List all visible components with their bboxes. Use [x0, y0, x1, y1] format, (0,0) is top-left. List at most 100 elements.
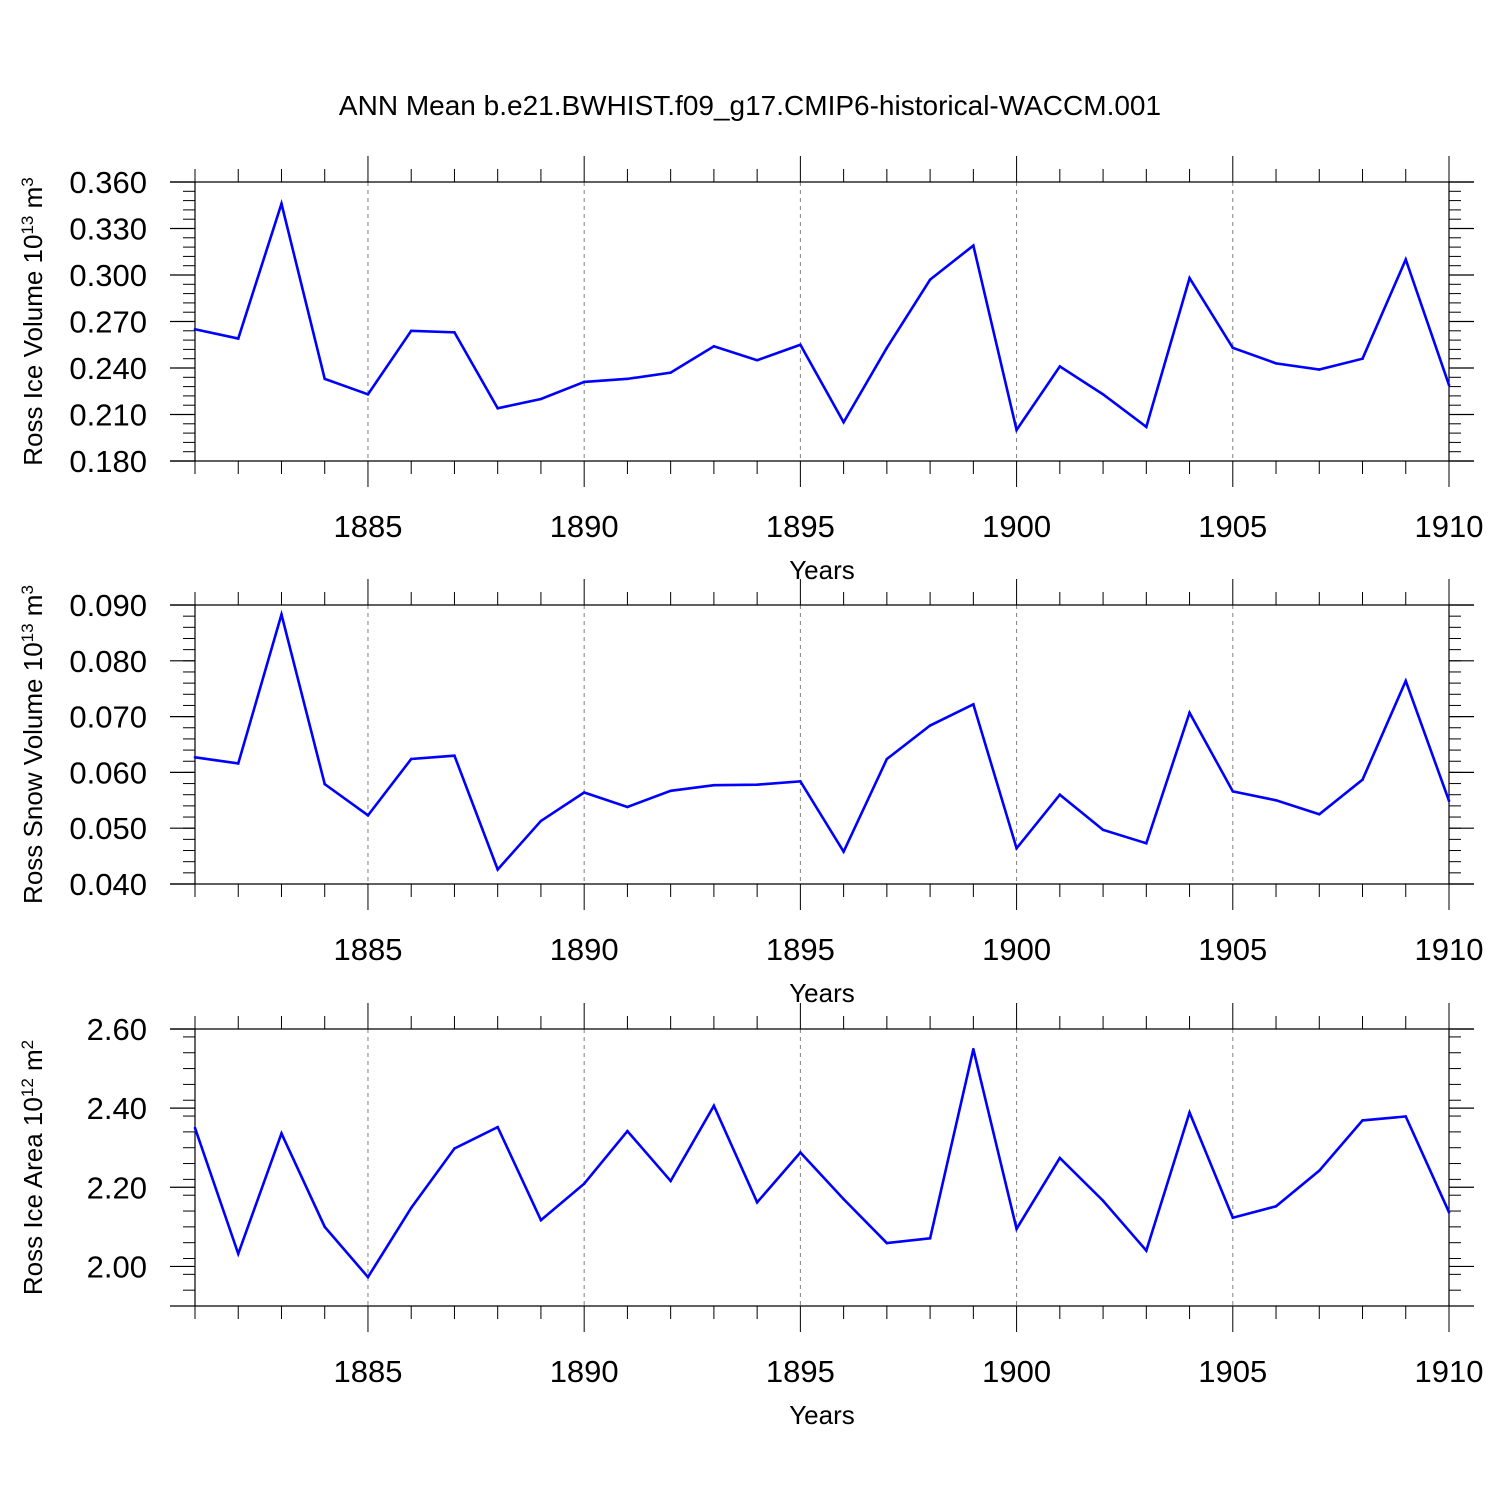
data-point	[928, 724, 932, 727]
data-point	[366, 814, 370, 817]
y-tick-label: 0.080	[69, 644, 147, 679]
data-point	[1404, 679, 1408, 683]
data-point	[626, 1129, 629, 1133]
series-line	[194, 198, 1451, 434]
data-point	[323, 782, 327, 786]
data-point	[1231, 346, 1235, 350]
data-point	[582, 791, 586, 794]
data-point	[1145, 425, 1148, 429]
x-tick-label: 1885	[333, 932, 402, 967]
data-point	[669, 1179, 672, 1183]
data-point	[1231, 1216, 1235, 1220]
data-point	[1447, 383, 1451, 387]
data-point	[1101, 393, 1105, 396]
data-point	[582, 380, 586, 384]
data-point	[799, 343, 802, 347]
x-tick-label: 1890	[550, 509, 619, 544]
data-point	[1058, 1156, 1062, 1160]
data-point	[972, 703, 975, 706]
data-point	[972, 1047, 975, 1051]
data-point	[755, 783, 759, 786]
chart-panel-1: 0.180 0.210 0.240 0.270 0.300 0.330 0.360 1885 1…	[18, 156, 1484, 585]
data-point	[1145, 1249, 1148, 1252]
data-point	[842, 420, 845, 424]
y-axis-label: Ross Ice Area 1012 m2	[18, 1040, 49, 1295]
y-tick-label: 0.060	[69, 755, 147, 790]
data-point	[539, 397, 543, 401]
data-point	[928, 1237, 932, 1240]
y-tick-label: 0.090	[69, 588, 147, 623]
y-axis-label: Ross Snow Volume 1013 m3	[18, 585, 49, 904]
x-tick-label: 1890	[550, 932, 619, 967]
x-tick-label: 1895	[766, 1354, 835, 1389]
x-tick-label: 1910	[1415, 1354, 1484, 1389]
data-point	[1447, 799, 1451, 803]
x-tick-label: 1905	[1198, 509, 1267, 544]
data-point	[236, 762, 240, 765]
y-tick-label: 0.300	[69, 258, 147, 293]
data-point	[626, 805, 629, 809]
data-point	[1015, 846, 1018, 850]
data-point	[409, 757, 413, 761]
x-tick-label: 1905	[1198, 1354, 1267, 1389]
y-tick-label: 2.00	[87, 1249, 147, 1284]
data-point	[1361, 1119, 1364, 1122]
x-tick-label: 1905	[1198, 932, 1267, 967]
x-axis-label: Years	[789, 1400, 855, 1430]
x-tick-label: 1885	[333, 1354, 402, 1389]
series-line	[193, 1048, 1451, 1280]
data-point	[1404, 258, 1408, 261]
chart-panel-2: 0.040 0.050 0.060 0.070 0.080 0.090 1885 1890 18…	[18, 579, 1483, 1008]
data-point	[972, 244, 975, 247]
data-point	[366, 393, 370, 396]
data-point	[1058, 793, 1062, 797]
data-point	[1058, 365, 1062, 368]
chart-panel-3: 2.00 2.20 2.40 2.60 1885 1890 1895 1900 1905 1910…	[18, 1003, 1484, 1430]
data-point	[280, 1132, 283, 1135]
data-point	[236, 337, 240, 340]
x-tick-label: 1895	[766, 932, 835, 967]
data-point	[539, 1218, 543, 1222]
data-point	[799, 1151, 802, 1154]
x-tick-label: 1910	[1415, 509, 1484, 544]
x-axis-label: Years	[789, 978, 855, 1008]
data-point	[1015, 428, 1018, 432]
data-point	[842, 850, 845, 853]
data-point	[582, 1182, 586, 1186]
data-point	[1231, 790, 1235, 793]
data-point	[1188, 1111, 1191, 1114]
data-point	[799, 780, 802, 783]
x-axis-label: Years	[789, 555, 855, 585]
data-point	[755, 358, 759, 362]
data-point	[496, 868, 499, 871]
data-point	[885, 346, 889, 350]
data-point	[712, 1104, 716, 1108]
data-point	[842, 1197, 845, 1201]
x-tick-label: 1885	[333, 509, 402, 544]
data-point	[1361, 357, 1364, 361]
data-point	[1145, 841, 1148, 845]
y-tick-label: 0.270	[69, 305, 147, 340]
data-point	[1015, 1227, 1018, 1231]
data-point	[280, 202, 283, 205]
data-point	[885, 757, 889, 761]
y-tick-label: 0.240	[69, 351, 147, 386]
x-tick-label: 1890	[550, 1354, 619, 1389]
data-point	[1274, 362, 1278, 365]
data-point	[669, 371, 672, 374]
data-point	[712, 783, 716, 787]
data-point	[453, 754, 456, 757]
y-tick-label: 0.040	[69, 867, 147, 902]
data-point	[885, 1241, 889, 1245]
data-point	[1188, 276, 1191, 280]
data-point	[193, 327, 197, 331]
y-axis-label: Ross Ice Volume 1013 m3	[18, 177, 49, 466]
data-point	[409, 329, 413, 333]
data-point	[496, 407, 499, 410]
data-point	[409, 1206, 413, 1210]
data-point	[366, 1275, 370, 1279]
data-point	[712, 345, 716, 348]
data-point	[539, 819, 543, 823]
data-point	[323, 377, 327, 381]
